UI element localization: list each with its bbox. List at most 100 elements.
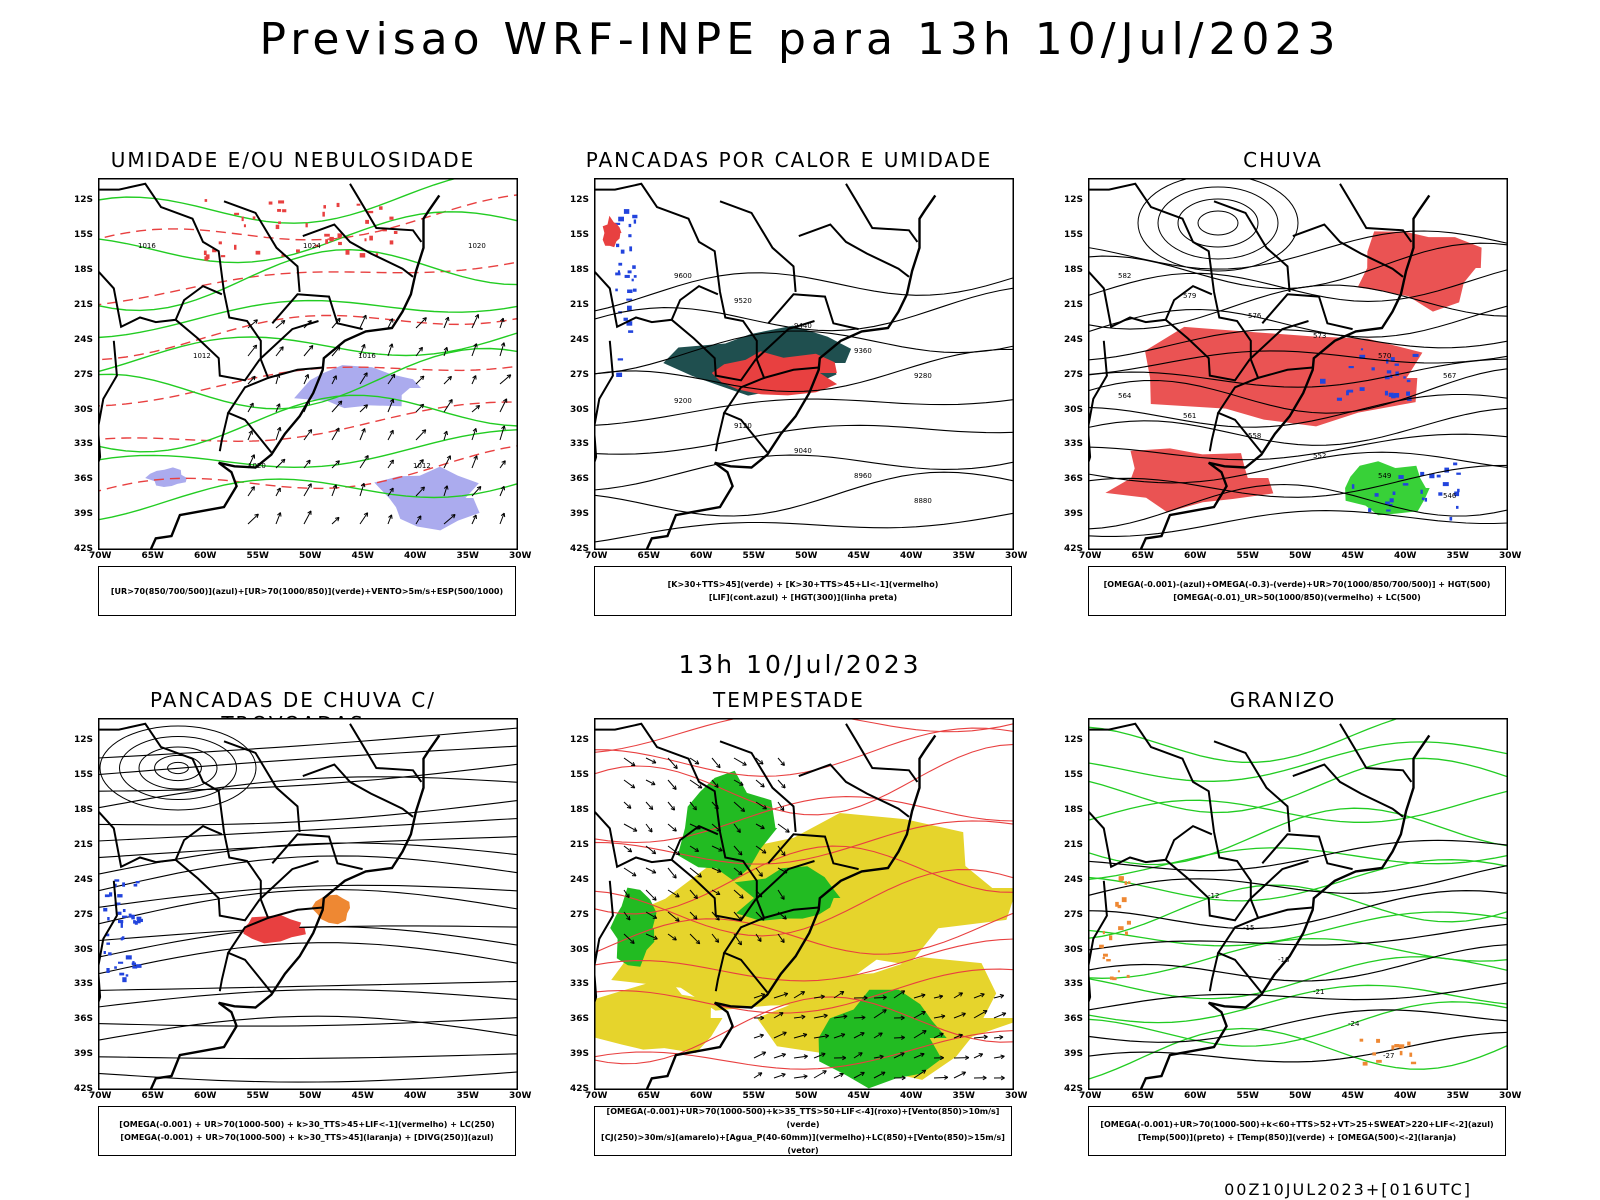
height-label: 9520 bbox=[734, 297, 752, 305]
temp-label: -12 bbox=[1208, 892, 1219, 900]
lat-tick-label: 33S bbox=[570, 439, 590, 450]
lat-tick-label: 30S bbox=[74, 944, 94, 955]
lat-tick-label: 42S bbox=[570, 1084, 590, 1094]
lat-tick-label: 21S bbox=[74, 839, 94, 850]
lat-tick-label: 39S bbox=[1064, 509, 1084, 520]
lon-tick-label: 45W bbox=[351, 551, 374, 561]
lat-tick-label: 24S bbox=[74, 334, 94, 345]
map-plot bbox=[594, 718, 1014, 1090]
lat-tick-label: 12S bbox=[74, 735, 94, 746]
lon-tick-label: 50W bbox=[299, 1091, 322, 1101]
lat-tick-label: 18S bbox=[1064, 805, 1084, 815]
panel-title: TEMPESTADE bbox=[713, 688, 865, 712]
lon-tick-label: 35W bbox=[456, 1091, 479, 1101]
legend-line: [UR>70(850/700/500)](azul)+[UR>70(1000/8… bbox=[110, 586, 504, 596]
lat-tick-label: 39S bbox=[74, 1049, 94, 1060]
isobar-label: 1024 bbox=[303, 242, 321, 250]
lat-tick-label: 24S bbox=[570, 874, 590, 885]
lat-tick-label: 36S bbox=[74, 1014, 94, 1025]
lat-tick-label: 15S bbox=[570, 230, 590, 241]
lat-tick-label: 30S bbox=[1064, 944, 1084, 955]
lon-tick-label: 65W bbox=[637, 1091, 660, 1101]
lat-tick-label: 18S bbox=[570, 805, 590, 815]
lon-tick-label: 55W bbox=[742, 1091, 765, 1101]
lon-tick-label: 40W bbox=[900, 551, 923, 561]
lon-tick-label: 35W bbox=[1446, 1091, 1469, 1101]
lat-tick-label: 42S bbox=[1064, 1084, 1084, 1094]
lat-tick-label: 42S bbox=[74, 544, 94, 554]
map-panel-4: PANCADAS DE CHUVA C/ TROVOADAS12S15S18S2… bbox=[60, 688, 540, 1178]
contour-label: 558 bbox=[1248, 432, 1261, 440]
lon-tick-label: 65W bbox=[637, 551, 660, 561]
contour-label: 564 bbox=[1118, 392, 1132, 400]
lat-tick-label: 12S bbox=[1064, 195, 1084, 206]
legend-box: [OMEGA(-0.001) + UR>70(1000-500) + k>30_… bbox=[98, 1106, 516, 1156]
lon-tick-label: 55W bbox=[1236, 1091, 1259, 1101]
mid-title: 13h 10/Jul/2023 bbox=[678, 650, 922, 679]
lat-tick-label: 33S bbox=[1064, 439, 1084, 450]
lat-tick-label: 27S bbox=[74, 909, 94, 920]
lon-tick-label: 40W bbox=[900, 1091, 923, 1101]
lon-tick-label: 35W bbox=[952, 551, 975, 561]
lon-tick-label: 55W bbox=[1236, 551, 1259, 561]
lon-tick-label: 70W bbox=[89, 1091, 112, 1101]
legend-line: [OMEGA(-0.001) + UR>70(1000-500) + k>30_… bbox=[119, 1120, 495, 1129]
height-label: 9360 bbox=[854, 347, 872, 355]
lat-tick-label: 42S bbox=[74, 1084, 94, 1094]
lon-tick-label: 30W bbox=[509, 1091, 532, 1101]
lat-tick-label: 24S bbox=[1064, 874, 1084, 885]
height-label: 9600 bbox=[674, 272, 692, 280]
lat-tick-label: 36S bbox=[570, 474, 590, 485]
height-label: 9280 bbox=[914, 372, 932, 380]
lat-tick-label: 42S bbox=[1064, 544, 1084, 554]
height-label: 9200 bbox=[674, 397, 692, 405]
lat-tick-label: 27S bbox=[74, 369, 94, 380]
contour-label: 576 bbox=[1248, 312, 1262, 320]
panel-title: GRANIZO bbox=[1229, 688, 1337, 712]
map-panel-6: GRANIZO -12 -15 -18 -21 -24 -27 12S 15S 18S 21S 24S… bbox=[1050, 688, 1530, 1178]
lon-tick-label: 60W bbox=[1184, 1091, 1207, 1101]
lon-tick-label: 70W bbox=[1079, 1091, 1102, 1101]
isobar-label: 1012 bbox=[413, 462, 431, 470]
lat-tick-label: 18S bbox=[74, 265, 94, 275]
legend-line: [Temp(500)](preto) + [Temp(850)](verde) … bbox=[1137, 1133, 1457, 1142]
lat-tick-label: 39S bbox=[570, 509, 590, 520]
lon-tick-label: 55W bbox=[246, 551, 269, 561]
temp-label: -24 bbox=[1348, 1020, 1360, 1028]
lat-tick-label: 21S bbox=[1064, 839, 1084, 850]
legend-box: [OMEGA(-0.001)+UR>70(1000-500)+k>35_TTS>… bbox=[594, 1106, 1012, 1156]
temp-label: -27 bbox=[1383, 1052, 1394, 1060]
lat-tick-label: 12S bbox=[74, 195, 94, 206]
lon-tick-label: 50W bbox=[795, 551, 818, 561]
lon-tick-label: 65W bbox=[141, 1091, 164, 1101]
lat-tick-label: 18S bbox=[1064, 265, 1084, 275]
lon-tick-label: 45W bbox=[847, 551, 870, 561]
lon-tick-label: 40W bbox=[404, 1091, 427, 1101]
lon-tick-label: 60W bbox=[690, 551, 713, 561]
lat-tick-label: 21S bbox=[570, 839, 590, 850]
contour-label: 561 bbox=[1183, 412, 1196, 420]
lat-tick-label: 39S bbox=[74, 509, 94, 520]
legend-box: [UR>70(850/700/500)](azul)+[UR>70(1000/8… bbox=[98, 566, 516, 616]
lat-tick-label: 27S bbox=[1064, 369, 1084, 380]
lon-tick-label: 60W bbox=[690, 1091, 713, 1101]
lat-tick-label: 33S bbox=[570, 979, 590, 990]
height-label: 9120 bbox=[734, 422, 752, 430]
map-plot: -12 -15 -18 -21 -24 -27 bbox=[1088, 718, 1508, 1090]
contour-label: 552 bbox=[1313, 452, 1326, 460]
lon-tick-label: 55W bbox=[246, 1091, 269, 1101]
lon-tick-label: 35W bbox=[1446, 551, 1469, 561]
legend-box: [OMEGA(-0.001)+UR>70(1000-500)+k<60+TTS>… bbox=[1088, 1106, 1506, 1156]
lat-tick-label: 12S bbox=[570, 195, 590, 206]
lon-tick-label: 70W bbox=[585, 551, 608, 561]
lon-tick-label: 65W bbox=[1131, 1091, 1154, 1101]
lon-tick-label: 45W bbox=[1341, 1091, 1364, 1101]
height-label: 9040 bbox=[794, 447, 812, 455]
lat-tick-label: 36S bbox=[1064, 474, 1084, 485]
lon-tick-label: 30W bbox=[1005, 1091, 1028, 1101]
lon-tick-label: 30W bbox=[1499, 551, 1522, 561]
lat-tick-label: 36S bbox=[570, 1014, 590, 1025]
contour-label: 573 bbox=[1313, 332, 1326, 340]
lat-tick-label: 24S bbox=[570, 334, 590, 345]
